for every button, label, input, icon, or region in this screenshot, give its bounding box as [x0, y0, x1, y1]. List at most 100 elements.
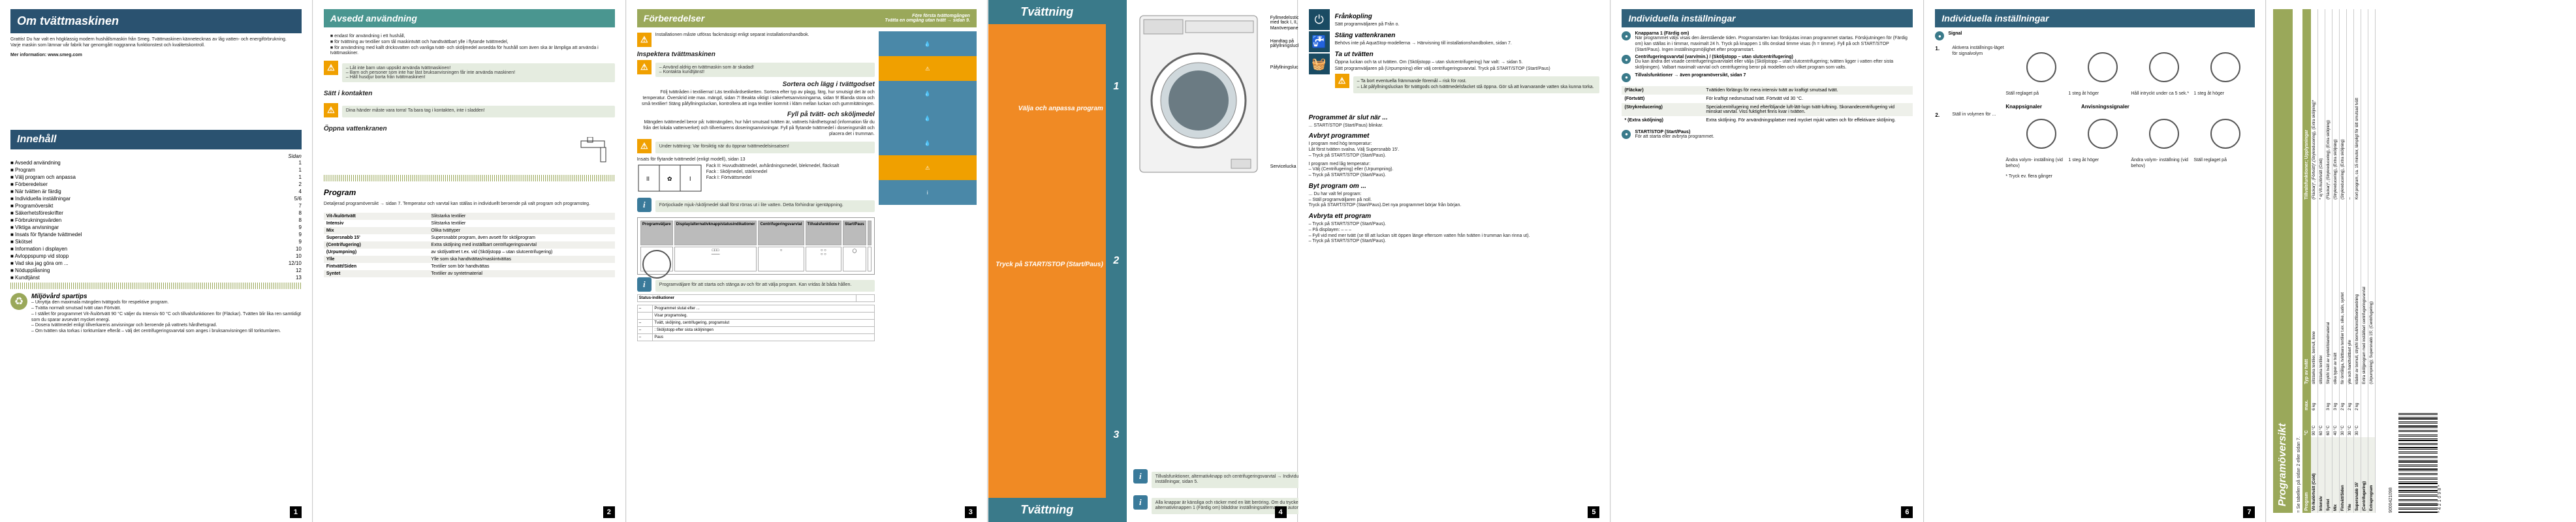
panel-start: ◯: [843, 247, 866, 271]
p5-water: Behövs inte på AquaStop-modellerna → Hän…: [1335, 41, 1600, 47]
p5-unplug-h: Frånkopling: [1335, 13, 1600, 20]
p3-sort-h: Sortera och lägg i tvättgodset: [637, 81, 875, 88]
p3-inspect-h: Inspektera tvättmaskinen: [637, 51, 875, 58]
control-panel-diagram: Programväljare Display/alternativknapp/s…: [637, 217, 875, 275]
p4-press-h: Tryck på START/STOP (Start/Paus): [996, 261, 1103, 268]
p3-icon-rail: 💧 ⚠ 💧 💧 💧 ⚠ i: [879, 31, 977, 341]
panel-blank: [868, 247, 872, 271]
p7-sig-h: Signal: [1948, 31, 1962, 36]
drop-tile: 💧: [879, 81, 977, 106]
page-5: ⏻ 🚰 🧺 Frånkopling Sätt programväljaren p…: [1298, 0, 1611, 522]
toc-line: ■ Programöversikt7: [10, 202, 302, 209]
p3-sub: Före första tvättomgången Tvätta en omgå…: [885, 14, 969, 23]
warn-tile: ⚠: [879, 56, 977, 81]
bullet-icon: ●: [1622, 31, 1631, 40]
page-num-2: 2: [603, 506, 615, 518]
p5-water-h: Stäng vattenkranen: [1335, 32, 1600, 39]
dial-mini: [2135, 112, 2193, 158]
panel-head-blank: [868, 221, 872, 245]
wm-label-2: Manöverpanel: [1270, 26, 1299, 31]
after-0: – Ta bort eventuella främmande föremål –…: [1357, 79, 1467, 84]
p5-end-h: Programmet är slut när ...: [1309, 114, 1600, 121]
bullet-icon: ●: [1622, 130, 1631, 139]
fill-note: Förtjockade mjuk-/sköljmedel skall först…: [655, 200, 875, 212]
drawer-icon: II ✿ I: [637, 164, 702, 196]
page-num-4: 4: [1275, 506, 1287, 518]
p4-big2: Tvättning: [988, 498, 1106, 522]
p6-spin-txt: Du kan ändra det visade centrifugeringsv…: [1635, 59, 1913, 71]
info-tile: i: [879, 180, 977, 205]
p5-unplug: Sätt programväljaren på Från o.: [1335, 22, 1600, 28]
drawer: Insats för flytande tvättmedel (enligt m…: [637, 157, 875, 163]
toc-line: ■ Avloppspump vid stopp10: [10, 253, 302, 260]
warning-icon: ⚠: [637, 60, 652, 74]
p7-s2-n: 2.: [1935, 112, 1944, 158]
p6-btn-txt: När programmet väljs visas den återståen…: [1635, 36, 1913, 53]
toc-line: ■ Förberedelser2: [10, 181, 302, 188]
dial-labels-2: Ändra volym- inställning (vid behov)1 st…: [2005, 158, 2255, 170]
leaf-icon: ♻: [10, 293, 27, 310]
toc-line: ■ Förbrukningsvärden8: [10, 217, 302, 224]
p6-title: Individuella inställningar: [1622, 9, 1913, 27]
bullet-icon: ●: [1622, 73, 1631, 82]
warning-icon: ⚠: [324, 103, 338, 117]
step-2: 2: [1107, 252, 1125, 270]
usage-warn: – Låt inte barn utan uppsikt använda tvä…: [342, 63, 615, 82]
tap-icon: 🚰: [1309, 31, 1330, 52]
panel-knob: [640, 247, 673, 271]
dial-mini: [2073, 112, 2132, 158]
toc-line: ■ Individuella inställningar5/6: [10, 195, 302, 202]
panel-extra: ○ ○○ ○: [806, 247, 842, 271]
eco-tips: – Utnyttja den maximala mängden tvättgod…: [31, 300, 302, 335]
p1-congrats: Grattis! Du har valt en högklassig moder…: [10, 37, 302, 49]
page-num-3: 3: [965, 506, 977, 518]
drop-tile: 💧: [879, 130, 977, 155]
page-num-6: 6: [1901, 506, 1913, 518]
toc-line: ■ Viktiga anvisningar9: [10, 224, 302, 231]
p6-start-h: START/STOP (Start/Paus): [1635, 130, 1690, 134]
p7-s1-l: Aktivera inställnings-läget för signalvo…: [1952, 46, 2004, 91]
toc-line: ■ Vad ska jag göra om ...12/10: [10, 260, 302, 267]
toc-list: ■ Avsedd användning1■ Program1■ Välj pro…: [10, 159, 302, 281]
page-num-5: 5: [1588, 506, 1599, 518]
page-3: Förberedelser Före första tvättomgången …: [627, 0, 988, 522]
panel-head-0: Programväljare: [640, 221, 673, 245]
status-table: Status-indikationer: [637, 294, 875, 302]
barcode-icon: [2398, 413, 2438, 513]
status-rows: – Programmet slutat efter ... Visar prog…: [637, 305, 875, 341]
p5-abort1: I program med hög temperatur: Låt först …: [1309, 142, 1600, 159]
install-txt: Installationen måste utföras fackmässigt…: [655, 33, 875, 47]
washing-machine-icon: [1133, 9, 1264, 179]
inspect-bullets: – Använd aldrig en tvättmaskin som är sk…: [655, 63, 875, 77]
eco-section: ♻ Miljövård spartips – Utnyttja den maxi…: [10, 293, 302, 335]
drop-tile: 💧: [879, 31, 977, 56]
p5-icon-rail: ⏻ 🚰 🧺: [1309, 9, 1330, 95]
toc-line: ■ Välj program och anpassa1: [10, 174, 302, 181]
grass-divider: [324, 175, 615, 181]
panel-head-4: Start/Paus: [843, 221, 866, 245]
after-1: – Låt påfyllningsluckan för tvättgods oc…: [1357, 85, 1594, 89]
panel-spin: ○: [758, 247, 804, 271]
plug-icon: ⏻: [1309, 9, 1330, 30]
bullet-icon: ●: [1935, 31, 1944, 40]
toc-line: ■ Insats för flytande tvättmedel9: [10, 231, 302, 238]
p7-col1: Anvisningssignaler: [2081, 104, 2129, 110]
p5-pause-h: Avbryta ett program: [1309, 213, 1600, 220]
panel-head-2: Centrifugeringsvarvtal: [758, 221, 804, 245]
fill-txt: Mängden tvättmedel beror på: tvätmängden…: [637, 120, 875, 137]
page-7: Individuella inställningar ● Signal 1. A…: [1924, 0, 2266, 522]
knob-icon: [642, 250, 671, 279]
panel-notes1: Programväljare för att starta och stänga…: [655, 280, 875, 292]
p3-header: Förberedelser Före första tvättomgången …: [637, 9, 977, 27]
svg-text:✿: ✿: [667, 176, 672, 182]
p5-takeout-h: Ta ut tvätten: [1335, 51, 1600, 58]
dial-mini: [2135, 46, 2193, 91]
barcode-text: *421098*: [2438, 413, 2443, 513]
page-num-7: 7: [2243, 506, 2255, 518]
p7-title: Individuella inställningar: [1935, 9, 2255, 27]
toc-line: ■ Information i displayen10: [10, 245, 302, 253]
step-1: 1: [1107, 78, 1125, 96]
p7-col0: Knappsignaler: [2005, 104, 2042, 110]
prog-header: Program: [324, 188, 615, 197]
overview-table: Program°Cmax.Typ av tvättTillvalsfunktio…: [2302, 9, 2376, 513]
